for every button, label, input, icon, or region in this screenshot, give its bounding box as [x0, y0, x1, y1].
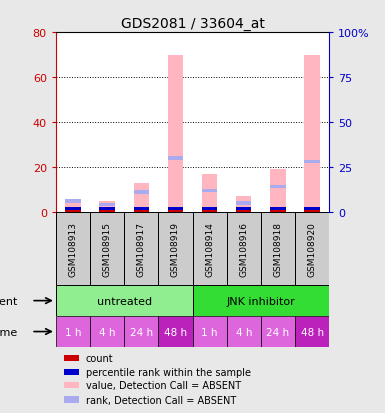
Bar — [134, 183, 149, 213]
Bar — [64, 396, 79, 403]
Text: value, Detection Call = ABSENT: value, Detection Call = ABSENT — [86, 380, 241, 390]
Bar — [202, 208, 217, 210]
Bar — [202, 174, 217, 213]
Bar — [134, 208, 149, 210]
Bar — [124, 316, 158, 347]
Bar — [270, 210, 286, 213]
Text: percentile rank within the sample: percentile rank within the sample — [86, 367, 251, 377]
Bar — [202, 210, 217, 213]
Bar — [270, 170, 286, 213]
Bar — [99, 204, 115, 207]
Bar — [99, 208, 115, 210]
Text: GSM108915: GSM108915 — [102, 221, 112, 276]
Bar — [168, 55, 183, 213]
Text: 4 h: 4 h — [99, 327, 116, 337]
Bar — [236, 210, 251, 213]
Bar — [305, 55, 320, 213]
Text: GSM108914: GSM108914 — [205, 222, 214, 276]
Bar — [64, 369, 79, 375]
Bar — [56, 213, 90, 285]
Text: GSM108917: GSM108917 — [137, 221, 146, 276]
Bar — [168, 208, 183, 210]
Bar — [305, 161, 320, 164]
Bar — [202, 189, 217, 192]
Bar — [192, 316, 227, 347]
Text: GSM108920: GSM108920 — [308, 222, 316, 276]
Text: count: count — [86, 353, 114, 363]
Bar — [64, 355, 79, 361]
Text: 24 h: 24 h — [130, 327, 153, 337]
Text: 4 h: 4 h — [236, 327, 252, 337]
Bar — [270, 185, 286, 189]
Bar — [99, 210, 115, 213]
Bar — [158, 316, 192, 347]
Bar — [65, 200, 80, 203]
Bar — [192, 285, 329, 316]
Bar — [227, 316, 261, 347]
Bar — [134, 210, 149, 213]
Title: GDS2081 / 33604_at: GDS2081 / 33604_at — [121, 17, 264, 31]
Bar — [261, 316, 295, 347]
Bar — [236, 208, 251, 210]
Bar — [295, 316, 329, 347]
Text: GSM108916: GSM108916 — [239, 221, 248, 276]
Bar — [305, 210, 320, 213]
Bar — [295, 213, 329, 285]
Text: JNK inhibitor: JNK inhibitor — [226, 296, 295, 306]
Text: GSM108918: GSM108918 — [273, 221, 283, 276]
Bar — [158, 213, 192, 285]
Bar — [168, 157, 183, 160]
Text: 48 h: 48 h — [301, 327, 324, 337]
Text: agent: agent — [0, 296, 18, 306]
Text: 48 h: 48 h — [164, 327, 187, 337]
Bar — [90, 316, 124, 347]
Bar — [56, 316, 90, 347]
Bar — [261, 213, 295, 285]
Text: untreated: untreated — [97, 296, 152, 306]
Bar — [305, 208, 320, 210]
Bar — [65, 199, 80, 213]
Bar — [192, 213, 227, 285]
Bar — [168, 210, 183, 213]
Bar — [56, 285, 192, 316]
Bar — [236, 197, 251, 213]
Bar — [99, 201, 115, 213]
Text: rank, Detection Call = ABSENT: rank, Detection Call = ABSENT — [86, 395, 236, 405]
Bar — [65, 210, 80, 213]
Bar — [236, 202, 251, 205]
Text: time: time — [0, 327, 18, 337]
Bar — [90, 213, 124, 285]
Bar — [64, 382, 79, 389]
Text: 24 h: 24 h — [266, 327, 290, 337]
Text: 1 h: 1 h — [65, 327, 81, 337]
Bar — [134, 191, 149, 195]
Bar — [65, 208, 80, 210]
Bar — [270, 208, 286, 210]
Text: GSM108913: GSM108913 — [69, 221, 77, 276]
Text: GSM108919: GSM108919 — [171, 221, 180, 276]
Text: 1 h: 1 h — [201, 327, 218, 337]
Bar — [124, 213, 158, 285]
Bar — [227, 213, 261, 285]
